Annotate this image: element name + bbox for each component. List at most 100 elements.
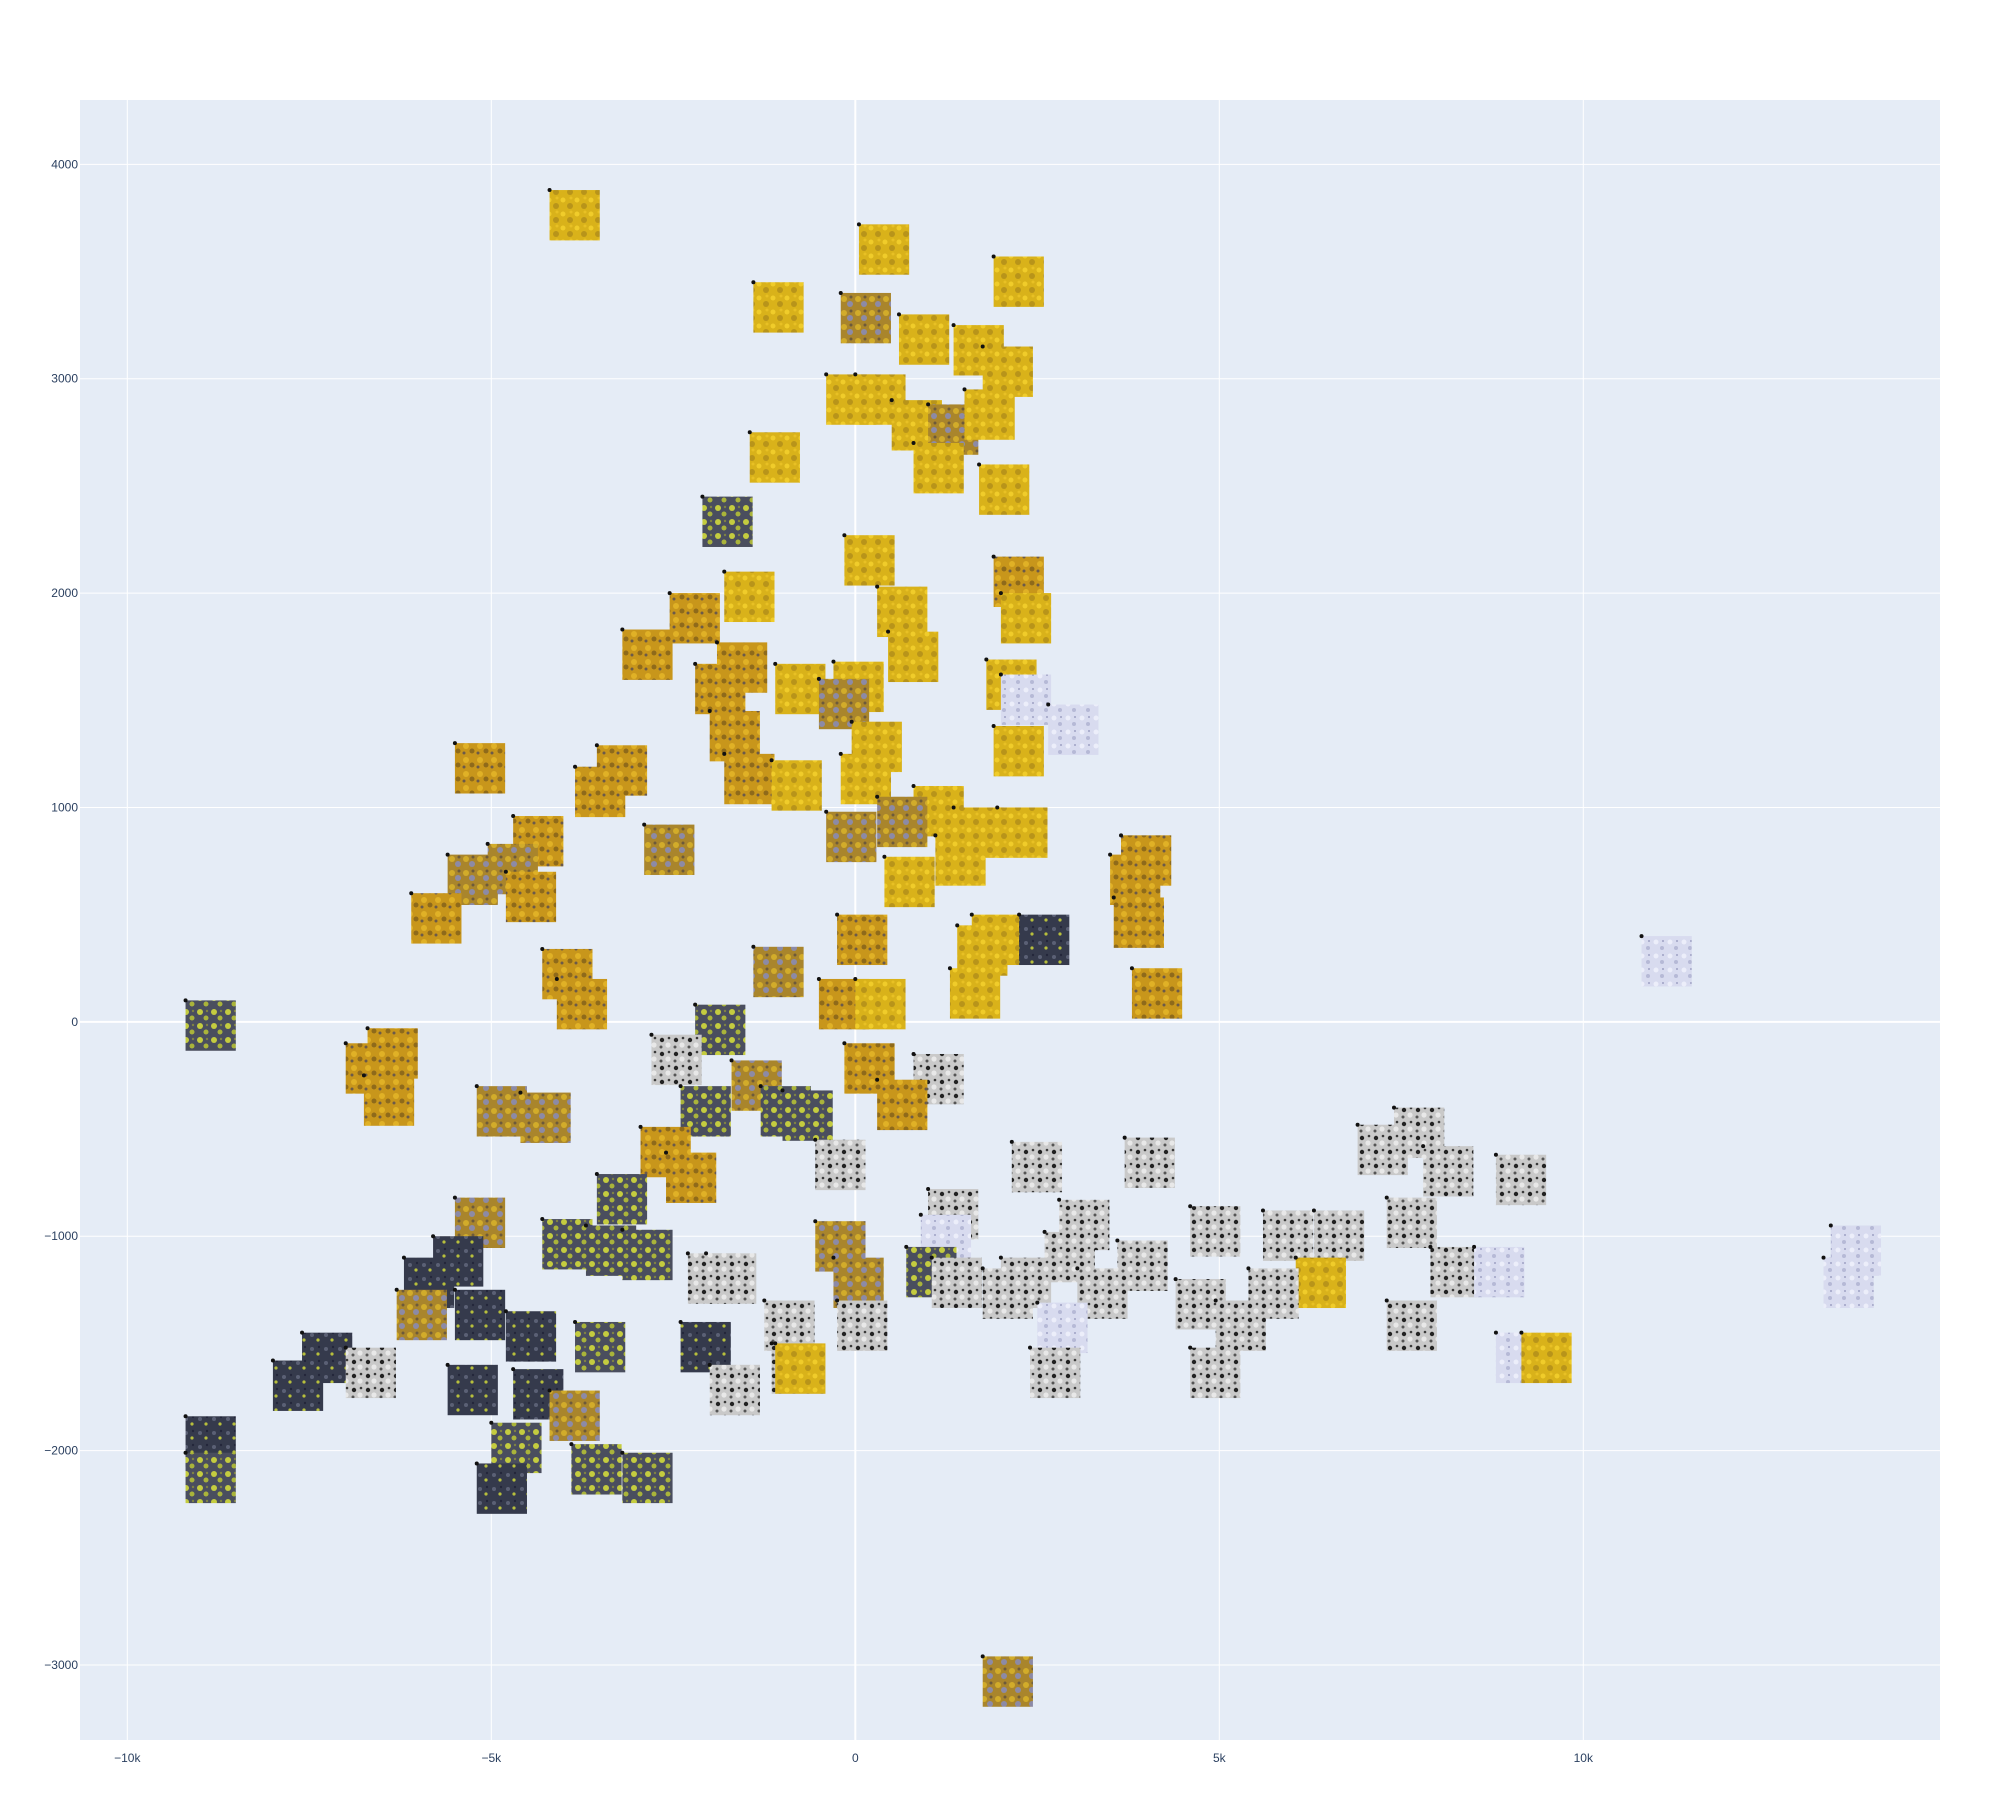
thumbnail-point	[594, 1172, 648, 1225]
point-marker	[995, 805, 1000, 810]
point-marker	[183, 998, 188, 1003]
thumbnail-point	[474, 1084, 527, 1137]
thumbnail-point	[1384, 1195, 1437, 1248]
thumbnail-image	[749, 432, 800, 483]
thumbnail-image	[840, 753, 891, 805]
x-tick-label: −10k	[114, 1751, 141, 1765]
thumbnail-point	[1129, 966, 1183, 1019]
thumbnail-point	[452, 741, 506, 794]
y-tick-label: −1000	[44, 1229, 78, 1243]
point-marker	[573, 764, 578, 769]
point-marker	[875, 1077, 880, 1082]
point-marker	[1042, 1229, 1047, 1234]
thumbnail-image	[1110, 854, 1161, 905]
thumbnail-image	[833, 1257, 884, 1309]
thumbnail-image	[1131, 968, 1183, 1019]
thumbnail-image	[1124, 1137, 1175, 1188]
thumbnail-image	[549, 190, 600, 241]
thumbnail-image	[753, 946, 804, 998]
point-marker	[1188, 1204, 1193, 1209]
point-marker	[751, 944, 756, 949]
thumbnail-image	[1113, 897, 1164, 948]
point-marker	[569, 1442, 574, 1447]
point-marker	[977, 462, 982, 467]
point-marker	[667, 591, 672, 596]
point-marker	[554, 976, 559, 981]
thumbnail-point	[620, 1227, 673, 1281]
point-marker	[183, 1414, 188, 1419]
point-marker	[693, 1002, 698, 1007]
thumbnail-image	[979, 464, 1030, 515]
point-marker	[1009, 1139, 1014, 1144]
thumbnail-image	[185, 1000, 236, 1051]
point-marker	[882, 854, 887, 859]
thumbnail-image	[1386, 1300, 1437, 1351]
point-marker	[980, 1654, 985, 1659]
point-marker	[452, 741, 457, 746]
thumbnail-point	[929, 1255, 982, 1309]
thumbnail-image	[840, 292, 891, 344]
thumbnail-point	[1017, 912, 1070, 966]
thumbnail-image	[877, 586, 928, 638]
point-marker	[1246, 1266, 1251, 1271]
point-marker	[445, 852, 450, 857]
thumbnail-point	[503, 869, 557, 923]
y-tick-label: 0	[71, 1015, 78, 1029]
point-marker	[1355, 1122, 1360, 1127]
thumbnail-point	[831, 1255, 884, 1309]
point-marker	[1115, 1238, 1120, 1243]
point-marker	[503, 1309, 508, 1314]
point-marker	[540, 946, 545, 951]
thumbnail-image	[753, 282, 804, 333]
thumbnail-point	[569, 1442, 622, 1495]
thumbnail-image	[1000, 674, 1052, 725]
thumbnail-point	[1493, 1152, 1547, 1206]
thumbnail-image	[964, 389, 1015, 440]
point-marker	[853, 976, 858, 981]
point-marker	[911, 784, 916, 789]
thumbnail-point	[875, 1077, 928, 1131]
thumbnail-image	[571, 1444, 622, 1495]
thumbnail-image	[1262, 1210, 1314, 1261]
thumbnail-point	[856, 222, 910, 275]
thumbnail-image	[724, 753, 775, 805]
thumbnail-image	[898, 314, 950, 365]
point-marker	[1017, 912, 1022, 917]
thumbnail-point	[704, 1251, 757, 1304]
thumbnail-point	[547, 1388, 600, 1441]
thumbnail-point	[886, 629, 939, 683]
point-marker	[842, 1041, 847, 1046]
point-marker	[620, 1227, 625, 1232]
thumbnail-point	[1428, 1244, 1481, 1298]
point-marker	[951, 805, 956, 810]
thumbnail-image	[669, 593, 720, 644]
point-marker	[980, 344, 985, 349]
thumbnail-image	[993, 725, 1044, 777]
thumbnail-point	[835, 912, 888, 966]
thumbnail-markers	[183, 188, 1882, 1707]
point-marker	[998, 672, 1003, 677]
thumbnail-image	[575, 766, 626, 818]
thumbnail-point	[270, 1358, 324, 1411]
thumbnail-point	[875, 794, 928, 848]
point-marker	[747, 430, 752, 435]
thumbnail-image	[622, 1452, 673, 1504]
y-tick-label: 1000	[51, 800, 78, 814]
thumbnail-point	[998, 591, 1052, 644]
point-marker	[856, 222, 861, 227]
thumbnail-point	[642, 822, 695, 875]
point-marker	[984, 657, 989, 662]
thumbnail-image	[454, 743, 506, 794]
thumbnail-point	[980, 344, 1033, 397]
thumbnail-image	[680, 1321, 731, 1373]
thumbnail-point	[1046, 702, 1099, 755]
point-marker	[1639, 934, 1644, 939]
thumbnail-point	[1293, 1255, 1346, 1309]
thumbnail-point	[991, 254, 1044, 307]
y-tick-label: 4000	[51, 157, 78, 171]
point-marker	[707, 708, 712, 713]
point-marker	[183, 1450, 188, 1455]
point-marker	[343, 1345, 348, 1350]
point-marker	[1173, 1277, 1178, 1282]
